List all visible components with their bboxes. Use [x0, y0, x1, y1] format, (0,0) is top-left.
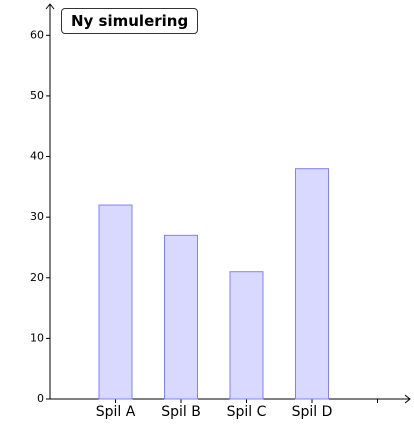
y-tick-label: 30	[30, 210, 44, 223]
x-tick-label: Spil D	[292, 404, 333, 420]
y-tick-label: 60	[30, 28, 44, 41]
x-tick-label: Spil C	[227, 404, 267, 420]
bar	[164, 234, 198, 400]
x-tick-label: Spil A	[96, 404, 136, 420]
y-axis-arrow	[45, 3, 55, 10]
new-simulation-button[interactable]: Ny simulering	[61, 8, 199, 34]
y-tick-label: 50	[30, 89, 44, 102]
bar	[295, 168, 329, 400]
bar	[229, 271, 264, 400]
bar	[98, 204, 133, 400]
x-axis-arrow	[404, 394, 411, 404]
x-tick-label: Spil B	[161, 404, 201, 420]
y-tick-label: 10	[30, 331, 44, 344]
y-tick-label: 20	[30, 271, 44, 284]
y-tick-label: 0	[37, 392, 44, 405]
y-tick-label: 40	[30, 150, 44, 163]
